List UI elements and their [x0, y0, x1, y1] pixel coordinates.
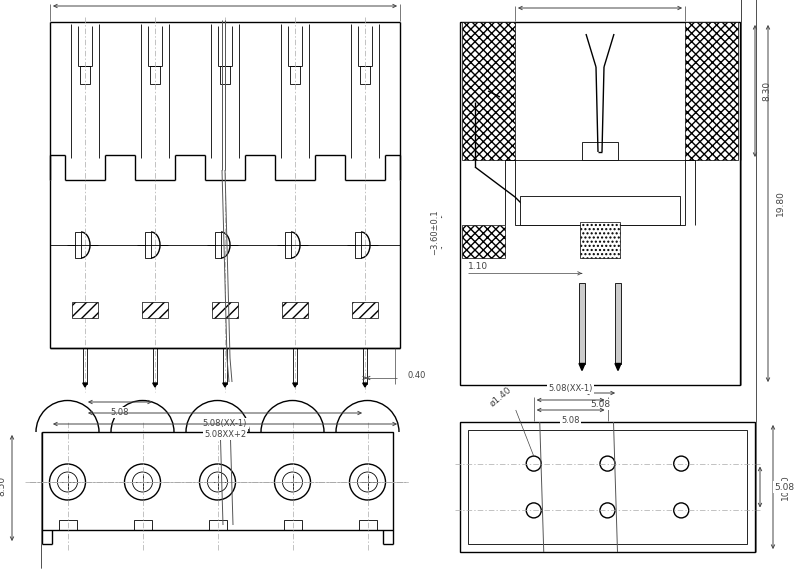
- Polygon shape: [615, 364, 621, 371]
- Bar: [360, 66, 370, 84]
- Text: 5.08: 5.08: [774, 483, 794, 491]
- Bar: [462, 225, 505, 258]
- Text: 5.08: 5.08: [590, 400, 610, 409]
- Bar: [358, 520, 377, 530]
- Bar: [75, 232, 81, 258]
- Text: 8.30: 8.30: [762, 81, 771, 101]
- Bar: [460, 422, 755, 552]
- Text: ø1.40: ø1.40: [489, 385, 514, 408]
- Polygon shape: [579, 364, 585, 371]
- Bar: [283, 520, 302, 530]
- Text: 19.80: 19.80: [775, 191, 785, 216]
- Bar: [222, 348, 227, 384]
- Polygon shape: [82, 383, 87, 387]
- Bar: [582, 142, 618, 160]
- Text: 5.08XX+2: 5.08XX+2: [204, 430, 246, 439]
- Bar: [42, 432, 393, 530]
- Bar: [515, 160, 685, 225]
- Bar: [355, 232, 361, 258]
- Bar: [150, 66, 160, 84]
- Polygon shape: [153, 383, 158, 387]
- Bar: [282, 302, 308, 318]
- Bar: [215, 232, 221, 258]
- Bar: [580, 222, 620, 258]
- Bar: [615, 284, 621, 364]
- Text: 0.40: 0.40: [407, 372, 426, 380]
- Polygon shape: [362, 383, 367, 387]
- Bar: [468, 430, 747, 544]
- Polygon shape: [293, 383, 298, 387]
- Bar: [153, 348, 158, 384]
- Bar: [72, 302, 98, 318]
- Bar: [134, 520, 151, 530]
- Text: 10.20: 10.20: [781, 474, 790, 500]
- Bar: [80, 66, 90, 84]
- Text: 10.20: 10.20: [587, 0, 613, 1]
- Bar: [579, 284, 585, 364]
- Text: 8.50: 8.50: [0, 476, 6, 496]
- Bar: [462, 22, 515, 160]
- Bar: [362, 348, 367, 384]
- Polygon shape: [222, 383, 227, 387]
- Text: 5.08(XX-1): 5.08(XX-1): [549, 384, 593, 393]
- Bar: [142, 302, 168, 318]
- Bar: [145, 232, 151, 258]
- Bar: [352, 302, 378, 318]
- Bar: [212, 302, 238, 318]
- Text: −3.60±0.1: −3.60±0.1: [430, 210, 439, 255]
- Text: 1.10: 1.10: [468, 262, 488, 271]
- Bar: [220, 66, 230, 84]
- Bar: [82, 348, 87, 384]
- Bar: [460, 22, 740, 385]
- Bar: [285, 232, 291, 258]
- Bar: [293, 348, 298, 384]
- Bar: [520, 196, 680, 225]
- Text: 5.08: 5.08: [110, 408, 130, 417]
- Bar: [290, 66, 300, 84]
- Bar: [685, 22, 738, 160]
- Text: 5.08: 5.08: [562, 416, 580, 425]
- Bar: [58, 520, 77, 530]
- Text: 5.08(XX-1): 5.08(XX-1): [203, 419, 247, 428]
- Bar: [209, 520, 226, 530]
